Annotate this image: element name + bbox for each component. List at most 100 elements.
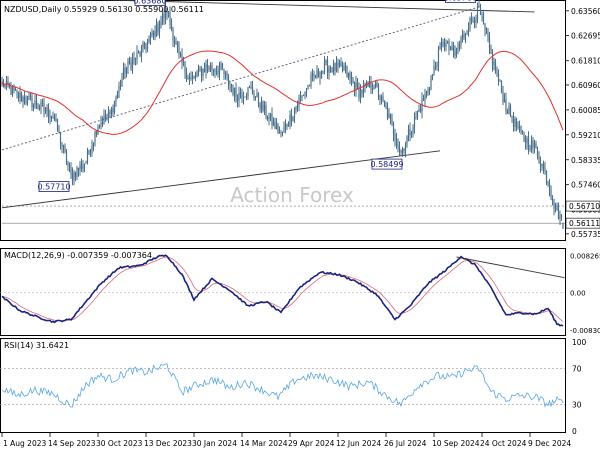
candle-body [193, 75, 195, 78]
candle-body [469, 17, 471, 30]
candle-body [17, 92, 20, 98]
candle-body [209, 65, 212, 70]
candle-body [428, 89, 431, 92]
rsi-line [1, 363, 564, 408]
candle-body [460, 38, 462, 45]
candle-body [44, 110, 47, 112]
candle-body [395, 139, 398, 145]
candle-body [223, 69, 225, 75]
candle-body [463, 34, 465, 37]
annotation-box [38, 181, 70, 192]
candle-body [68, 165, 71, 167]
candle-body [214, 69, 216, 72]
candle-body [107, 111, 110, 117]
candle-body [91, 145, 93, 153]
candle-body [317, 70, 320, 77]
candle-body [241, 94, 243, 99]
x-tick-label: 9 Dec 2024 [528, 439, 571, 448]
candle-body [53, 116, 56, 121]
candle-body [218, 68, 221, 74]
candle-body [530, 140, 533, 150]
candle-body [77, 167, 80, 170]
candle-body [508, 105, 510, 114]
trendline-upper-resistance [99, 0, 535, 13]
candle-body [449, 49, 452, 51]
candle-body [229, 84, 231, 86]
candle-body [269, 114, 272, 117]
candle-body [305, 89, 308, 93]
candle-body [244, 96, 246, 98]
candle-body [467, 29, 470, 33]
candle-body [479, 5, 482, 15]
candle-body [260, 101, 263, 110]
candle-body [22, 97, 24, 102]
candle-body [175, 42, 177, 44]
candle-body [548, 183, 551, 190]
candle-body [242, 97, 245, 99]
candle-body [4, 84, 6, 88]
candle-body [172, 28, 174, 41]
candle-body [370, 81, 372, 90]
candle-body [373, 87, 375, 90]
candle-body [557, 205, 560, 219]
candle-body [238, 92, 240, 101]
candle-body [341, 65, 344, 70]
candle-body [407, 129, 410, 137]
candle-body [140, 47, 143, 56]
price-panel-frame [0, 0, 566, 241]
candle-body [43, 103, 45, 111]
candle-body [265, 105, 267, 118]
candle-body [199, 68, 201, 71]
candle-body [224, 73, 227, 75]
candle-body [391, 118, 393, 124]
candle-body [547, 182, 549, 184]
candle-body [212, 69, 215, 71]
candle-body [62, 146, 65, 147]
candle-body [400, 149, 402, 153]
candle-body [280, 132, 282, 133]
candle-body [190, 77, 192, 80]
candle-body [500, 80, 503, 92]
candle-body [20, 92, 23, 102]
candle-body [37, 106, 39, 109]
candle-body [122, 68, 125, 79]
candle-body [16, 89, 18, 93]
candle-body [248, 87, 251, 88]
price-plot: 0.57710 0.63680 0.58499 0.63780 [1, 0, 565, 230]
candle-body [185, 72, 188, 79]
candle-body [452, 45, 455, 52]
candle-body [154, 31, 156, 37]
annotation-box [371, 158, 403, 170]
candle-body [475, 19, 477, 23]
candle-body [328, 68, 330, 73]
candle-body [436, 66, 438, 68]
candle-body [47, 107, 50, 117]
candle-body [86, 150, 89, 162]
candle-body [442, 42, 444, 45]
y-tick-label: 0.58335 [571, 156, 600, 165]
candle-body [316, 70, 318, 78]
candle-body [38, 108, 41, 110]
candle-body [88, 150, 90, 153]
candle-body [239, 92, 242, 95]
candle-body [32, 103, 35, 108]
candle-body [350, 77, 353, 80]
candle-body [133, 57, 135, 60]
candle-body [187, 78, 189, 80]
candle-body [550, 189, 552, 198]
candle-body [368, 81, 371, 87]
candle-body [128, 61, 131, 64]
candle-body [166, 7, 168, 14]
candle-body [367, 82, 369, 87]
candle-body [235, 87, 237, 98]
candle-body [121, 78, 123, 86]
candle-body [277, 124, 279, 134]
candle-body [314, 76, 317, 78]
candle-body [23, 97, 26, 103]
candle-body [457, 47, 459, 50]
candle-body [461, 34, 464, 39]
y-tick-label: 0.62695 [571, 31, 600, 40]
candle-body [256, 93, 258, 98]
annotation-label: 0.58499 [370, 160, 403, 169]
candle-body [170, 22, 173, 29]
